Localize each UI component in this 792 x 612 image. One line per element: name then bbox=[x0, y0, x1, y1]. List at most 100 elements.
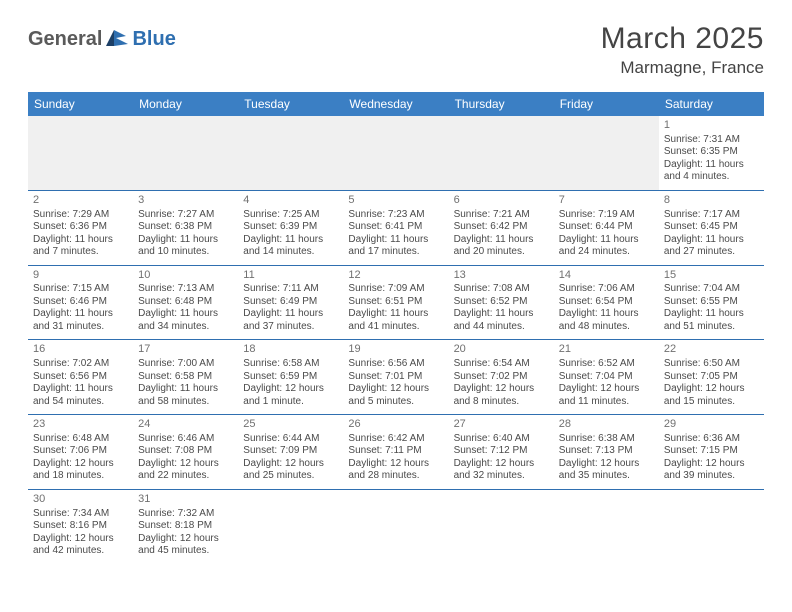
day-number: 5 bbox=[348, 194, 443, 208]
day-number: 30 bbox=[33, 493, 128, 507]
day-number: 18 bbox=[243, 343, 338, 357]
weekday-header: Sunday bbox=[28, 92, 133, 116]
daylight1-text: Daylight: 11 hours bbox=[454, 308, 549, 321]
sunset-text: Sunset: 6:58 PM bbox=[138, 371, 233, 384]
daylight2-text: and 10 minutes. bbox=[138, 246, 233, 259]
sunrise-text: Sunrise: 7:19 AM bbox=[559, 209, 654, 222]
sunrise-text: Sunrise: 7:25 AM bbox=[243, 209, 338, 222]
sunset-text: Sunset: 7:13 PM bbox=[559, 445, 654, 458]
page-title: March 2025 bbox=[601, 22, 764, 56]
calendar-cell bbox=[343, 489, 448, 563]
day-number: 25 bbox=[243, 418, 338, 432]
sunset-text: Sunset: 6:45 PM bbox=[664, 221, 759, 234]
daylight2-text: and 11 minutes. bbox=[559, 396, 654, 409]
daylight2-text: and 1 minute. bbox=[243, 396, 338, 409]
calendar-cell: 26Sunrise: 6:42 AMSunset: 7:11 PMDayligh… bbox=[343, 415, 448, 490]
sunset-text: Sunset: 7:02 PM bbox=[454, 371, 549, 384]
sunset-text: Sunset: 7:09 PM bbox=[243, 445, 338, 458]
sunset-text: Sunset: 6:39 PM bbox=[243, 221, 338, 234]
sunrise-text: Sunrise: 7:13 AM bbox=[138, 283, 233, 296]
calendar-cell: 28Sunrise: 6:38 AMSunset: 7:13 PMDayligh… bbox=[554, 415, 659, 490]
flag-icon bbox=[106, 28, 128, 51]
daylight1-text: Daylight: 12 hours bbox=[664, 383, 759, 396]
day-number: 14 bbox=[559, 269, 654, 283]
calendar-cell bbox=[554, 489, 659, 563]
calendar-cell bbox=[343, 116, 448, 190]
weekday-header: Thursday bbox=[449, 92, 554, 116]
daylight1-text: Daylight: 12 hours bbox=[454, 458, 549, 471]
daylight2-text: and 15 minutes. bbox=[664, 396, 759, 409]
daylight1-text: Daylight: 11 hours bbox=[348, 234, 443, 247]
daylight2-text: and 54 minutes. bbox=[33, 396, 128, 409]
day-number: 23 bbox=[33, 418, 128, 432]
sunset-text: Sunset: 6:49 PM bbox=[243, 296, 338, 309]
calendar-cell: 14Sunrise: 7:06 AMSunset: 6:54 PMDayligh… bbox=[554, 265, 659, 340]
day-number: 24 bbox=[138, 418, 233, 432]
calendar-row: 23Sunrise: 6:48 AMSunset: 7:06 PMDayligh… bbox=[28, 415, 764, 490]
sunset-text: Sunset: 6:35 PM bbox=[664, 146, 759, 159]
daylight1-text: Daylight: 11 hours bbox=[559, 234, 654, 247]
sunset-text: Sunset: 6:54 PM bbox=[559, 296, 654, 309]
sunrise-text: Sunrise: 7:02 AM bbox=[33, 358, 128, 371]
daylight1-text: Daylight: 11 hours bbox=[33, 234, 128, 247]
sunrise-text: Sunrise: 6:42 AM bbox=[348, 433, 443, 446]
calendar-cell: 17Sunrise: 7:00 AMSunset: 6:58 PMDayligh… bbox=[133, 340, 238, 415]
daylight1-text: Daylight: 11 hours bbox=[243, 234, 338, 247]
day-number: 7 bbox=[559, 194, 654, 208]
calendar-cell: 10Sunrise: 7:13 AMSunset: 6:48 PMDayligh… bbox=[133, 265, 238, 340]
sunrise-text: Sunrise: 7:11 AM bbox=[243, 283, 338, 296]
sunset-text: Sunset: 8:18 PM bbox=[138, 520, 233, 533]
day-number: 21 bbox=[559, 343, 654, 357]
calendar-cell: 19Sunrise: 6:56 AMSunset: 7:01 PMDayligh… bbox=[343, 340, 448, 415]
sunrise-text: Sunrise: 7:31 AM bbox=[664, 134, 759, 147]
daylight1-text: Daylight: 11 hours bbox=[559, 308, 654, 321]
calendar-cell: 23Sunrise: 6:48 AMSunset: 7:06 PMDayligh… bbox=[28, 415, 133, 490]
sunset-text: Sunset: 6:46 PM bbox=[33, 296, 128, 309]
location-label: Marmagne, France bbox=[601, 58, 764, 78]
sunrise-text: Sunrise: 7:29 AM bbox=[33, 209, 128, 222]
weekday-header: Saturday bbox=[659, 92, 764, 116]
sunset-text: Sunset: 6:44 PM bbox=[559, 221, 654, 234]
daylight2-text: and 7 minutes. bbox=[33, 246, 128, 259]
day-number: 29 bbox=[664, 418, 759, 432]
sunrise-text: Sunrise: 7:32 AM bbox=[138, 508, 233, 521]
sunrise-text: Sunrise: 7:00 AM bbox=[138, 358, 233, 371]
daylight2-text: and 58 minutes. bbox=[138, 396, 233, 409]
sunset-text: Sunset: 6:48 PM bbox=[138, 296, 233, 309]
daylight2-text: and 17 minutes. bbox=[348, 246, 443, 259]
day-number: 17 bbox=[138, 343, 233, 357]
daylight2-text: and 41 minutes. bbox=[348, 321, 443, 334]
sunrise-text: Sunrise: 6:50 AM bbox=[664, 358, 759, 371]
calendar-cell: 12Sunrise: 7:09 AMSunset: 6:51 PMDayligh… bbox=[343, 265, 448, 340]
sunrise-text: Sunrise: 7:04 AM bbox=[664, 283, 759, 296]
daylight1-text: Daylight: 12 hours bbox=[559, 458, 654, 471]
sunrise-text: Sunrise: 6:40 AM bbox=[454, 433, 549, 446]
daylight2-text: and 35 minutes. bbox=[559, 470, 654, 483]
sunrise-text: Sunrise: 6:54 AM bbox=[454, 358, 549, 371]
calendar-cell bbox=[133, 116, 238, 190]
calendar-cell: 9Sunrise: 7:15 AMSunset: 6:46 PMDaylight… bbox=[28, 265, 133, 340]
daylight1-text: Daylight: 12 hours bbox=[33, 533, 128, 546]
sunset-text: Sunset: 6:42 PM bbox=[454, 221, 549, 234]
day-number: 6 bbox=[454, 194, 549, 208]
day-number: 3 bbox=[138, 194, 233, 208]
day-number: 15 bbox=[664, 269, 759, 283]
header: General Blue March 2025 Marmagne, France bbox=[28, 22, 764, 78]
daylight2-text: and 51 minutes. bbox=[664, 321, 759, 334]
calendar-cell bbox=[238, 489, 343, 563]
sunset-text: Sunset: 6:56 PM bbox=[33, 371, 128, 384]
calendar-cell: 31Sunrise: 7:32 AMSunset: 8:18 PMDayligh… bbox=[133, 489, 238, 563]
daylight2-text: and 28 minutes. bbox=[348, 470, 443, 483]
calendar-head: SundayMondayTuesdayWednesdayThursdayFrid… bbox=[28, 92, 764, 116]
day-number: 28 bbox=[559, 418, 654, 432]
sunset-text: Sunset: 6:52 PM bbox=[454, 296, 549, 309]
day-number: 1 bbox=[664, 119, 759, 133]
sunset-text: Sunset: 6:59 PM bbox=[243, 371, 338, 384]
calendar-cell bbox=[28, 116, 133, 190]
daylight2-text: and 14 minutes. bbox=[243, 246, 338, 259]
daylight2-text: and 25 minutes. bbox=[243, 470, 338, 483]
sunrise-text: Sunrise: 6:52 AM bbox=[559, 358, 654, 371]
calendar-cell: 3Sunrise: 7:27 AMSunset: 6:38 PMDaylight… bbox=[133, 190, 238, 265]
daylight1-text: Daylight: 11 hours bbox=[138, 308, 233, 321]
day-number: 4 bbox=[243, 194, 338, 208]
